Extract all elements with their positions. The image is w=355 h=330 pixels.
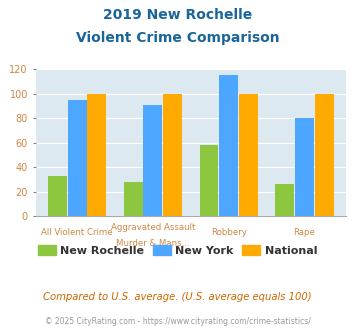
Bar: [68, 100, 87, 216]
Legend: New Rochelle, New York, National: New Rochelle, New York, National: [33, 241, 322, 260]
Bar: [200, 145, 218, 216]
Bar: [143, 105, 162, 216]
Text: 2019 New Rochelle: 2019 New Rochelle: [103, 8, 252, 22]
Bar: [275, 184, 294, 216]
Text: Aggravated Assault: Aggravated Assault: [111, 223, 195, 232]
Bar: [315, 94, 334, 216]
Bar: [163, 94, 182, 216]
Text: Rape: Rape: [294, 228, 315, 237]
Bar: [295, 118, 314, 216]
Text: © 2025 CityRating.com - https://www.cityrating.com/crime-statistics/: © 2025 CityRating.com - https://www.city…: [45, 317, 310, 326]
Bar: [87, 94, 106, 216]
Text: Violent Crime Comparison: Violent Crime Comparison: [76, 31, 279, 45]
Bar: [124, 182, 143, 216]
Bar: [219, 76, 238, 216]
Text: All Violent Crime: All Violent Crime: [41, 228, 113, 237]
Text: Compared to U.S. average. (U.S. average equals 100): Compared to U.S. average. (U.S. average …: [43, 292, 312, 302]
Text: Robbery: Robbery: [211, 228, 247, 237]
Text: Murder & Mans...: Murder & Mans...: [116, 239, 190, 248]
Bar: [48, 176, 67, 216]
Bar: [239, 94, 258, 216]
